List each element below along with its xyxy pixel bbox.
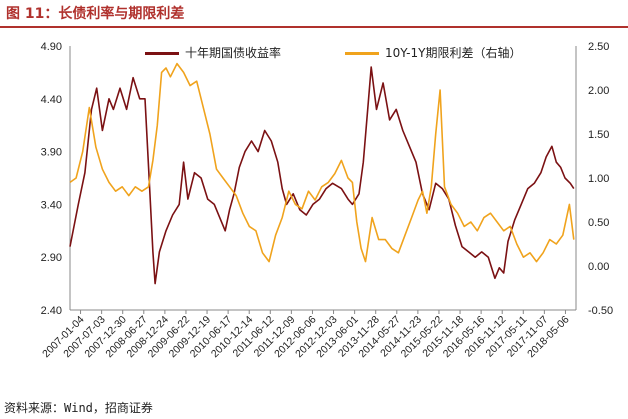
y-right-tick-label: 2.00 — [588, 85, 609, 97]
y-right-tick-label: 0.00 — [588, 261, 609, 273]
legend-spread-swatch — [345, 52, 379, 55]
legend-yield-swatch — [145, 52, 179, 55]
legend-spread: 10Y-1Y期限利差（右轴） — [345, 44, 521, 61]
chart-title: 图 11：长债利率与期限利差 — [6, 6, 185, 22]
legend-yield: 十年期国债收益率 — [145, 44, 281, 61]
y-left-tick-label: 4.40 — [41, 94, 62, 106]
legend-yield-label: 十年期国债收益率 — [185, 46, 282, 60]
y-right-tick-label: 1.00 — [588, 173, 609, 185]
y-left-tick-label: 2.40 — [41, 305, 62, 317]
legend-spread-label: 10Y-1Y期限利差（右轴） — [385, 46, 522, 60]
y-left-tick-label: 2.90 — [41, 252, 62, 264]
series-line-spread — [69, 62, 575, 263]
title-underline — [0, 26, 628, 28]
y-right-tick-label: 2.50 — [588, 41, 609, 53]
y-right-tick-label: -0.50 — [588, 305, 613, 317]
series-line-yield — [69, 66, 575, 285]
y-right-tick-label: 0.50 — [588, 217, 609, 229]
source-note: 资料来源：Wind，招商证券 — [4, 401, 153, 415]
y-left-tick-label: 3.90 — [41, 147, 62, 159]
y-left-tick-label: 3.40 — [41, 199, 62, 211]
y-right-tick-label: 1.50 — [588, 129, 609, 141]
y-left-tick-label: 4.90 — [41, 41, 62, 53]
